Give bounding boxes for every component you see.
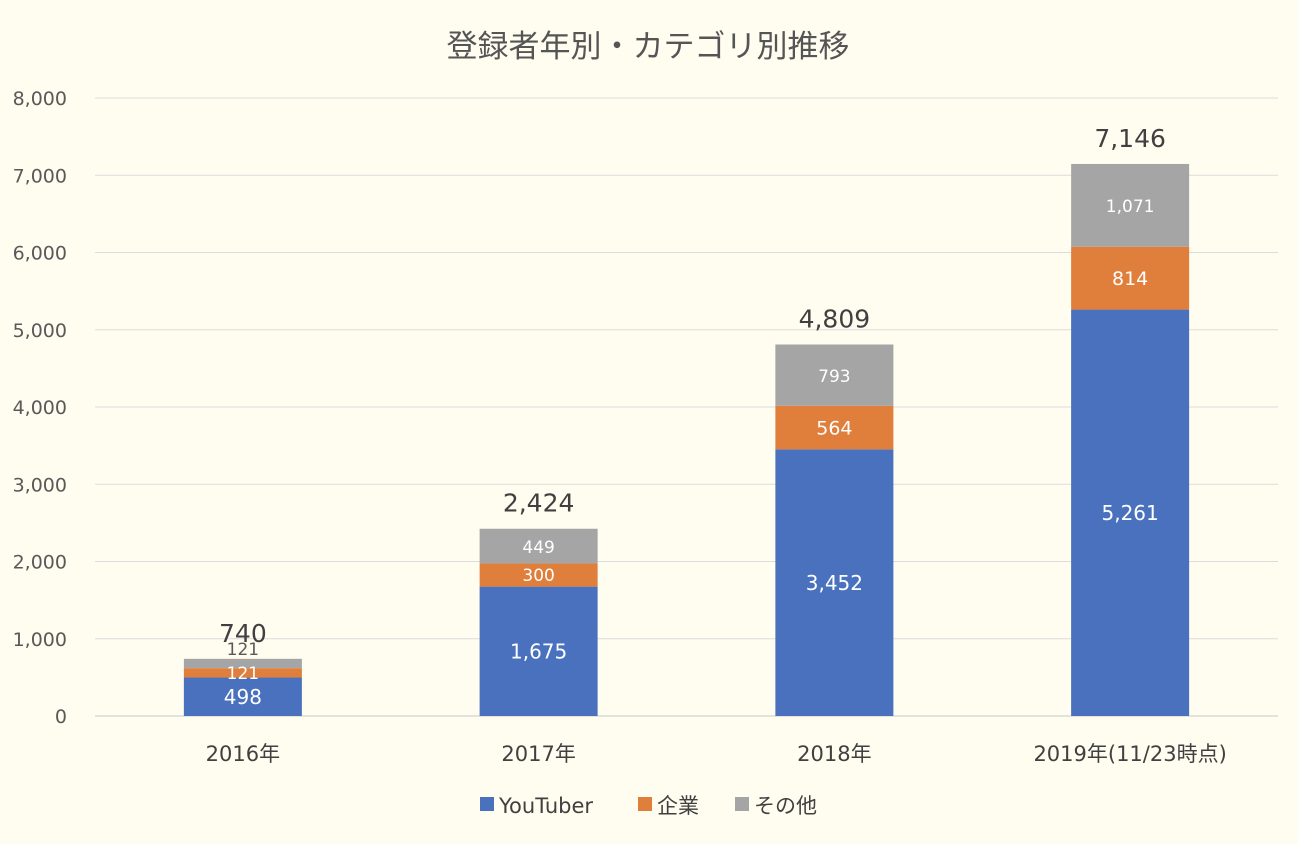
y-tick-label: 0 bbox=[55, 706, 67, 728]
total-label: 740 bbox=[219, 619, 267, 648]
y-tick-label: 2,000 bbox=[13, 552, 67, 574]
bar-segment bbox=[183, 668, 302, 678]
total-label: 7,146 bbox=[1094, 124, 1166, 153]
total-label: 2,424 bbox=[503, 489, 575, 518]
data-label: 121 bbox=[227, 664, 259, 684]
legend-label: 企業 bbox=[657, 794, 699, 818]
legend-label: YouTuber bbox=[498, 794, 593, 818]
data-label: 1,071 bbox=[1106, 197, 1155, 217]
x-tick-label: 2018年 bbox=[797, 742, 871, 766]
data-labels: 4981211217401,6753004492,4243,4525647934… bbox=[219, 124, 1166, 709]
bar-segment bbox=[775, 449, 894, 716]
x-tick-label: 2019年(11/23時点) bbox=[1033, 742, 1226, 766]
legend: YouTuber 企業 その他 bbox=[480, 794, 817, 818]
total-label: 4,809 bbox=[799, 305, 871, 334]
y-tick-label: 8,000 bbox=[13, 88, 67, 110]
data-label: 814 bbox=[1112, 268, 1148, 290]
bar-segment bbox=[1071, 309, 1190, 716]
gridlines bbox=[95, 97, 1278, 717]
legend-label: その他 bbox=[754, 794, 817, 818]
data-label: 793 bbox=[818, 367, 850, 387]
bar-segment bbox=[775, 344, 894, 406]
x-tick-label: 2016年 bbox=[206, 742, 280, 766]
y-tick-label: 1,000 bbox=[13, 629, 67, 651]
y-tick-label: 7,000 bbox=[13, 165, 67, 187]
y-tick-label: 3,000 bbox=[13, 474, 67, 496]
bar-segment bbox=[183, 658, 302, 669]
data-label: 3,452 bbox=[806, 571, 863, 595]
x-tick-label: 2017年 bbox=[501, 742, 575, 766]
y-tick-label: 6,000 bbox=[13, 243, 67, 265]
data-label: 5,261 bbox=[1101, 501, 1158, 525]
y-tick-label: 5,000 bbox=[13, 320, 67, 342]
x-axis-tick-labels: 2016年 2017年 2018年 2019年(11/23時点) bbox=[206, 742, 1227, 766]
data-label: 449 bbox=[522, 538, 554, 558]
bars bbox=[183, 163, 1190, 716]
bar-segment bbox=[1071, 246, 1190, 310]
bar-segment bbox=[1071, 163, 1190, 247]
y-tick-label: 4,000 bbox=[13, 397, 67, 419]
legend-swatch bbox=[735, 797, 749, 811]
data-label: 300 bbox=[522, 566, 554, 586]
data-label: 498 bbox=[224, 685, 262, 709]
data-label: 564 bbox=[816, 417, 852, 439]
data-label: 1,675 bbox=[510, 640, 567, 664]
bar-segment bbox=[775, 405, 894, 450]
chart-title: 登録者年別・カテゴリ別推移 bbox=[447, 29, 850, 65]
bar-segment bbox=[479, 586, 598, 716]
y-axis-tick-labels: 0 1,000 2,000 3,000 4,000 5,000 6,000 7,000 8,00… bbox=[13, 88, 67, 728]
bar-segment bbox=[479, 528, 598, 564]
data-label: 121 bbox=[227, 640, 259, 660]
legend-swatch bbox=[638, 797, 652, 811]
bar-segment bbox=[479, 563, 598, 587]
bar-segment bbox=[183, 677, 302, 716]
legend-swatch bbox=[480, 797, 494, 811]
